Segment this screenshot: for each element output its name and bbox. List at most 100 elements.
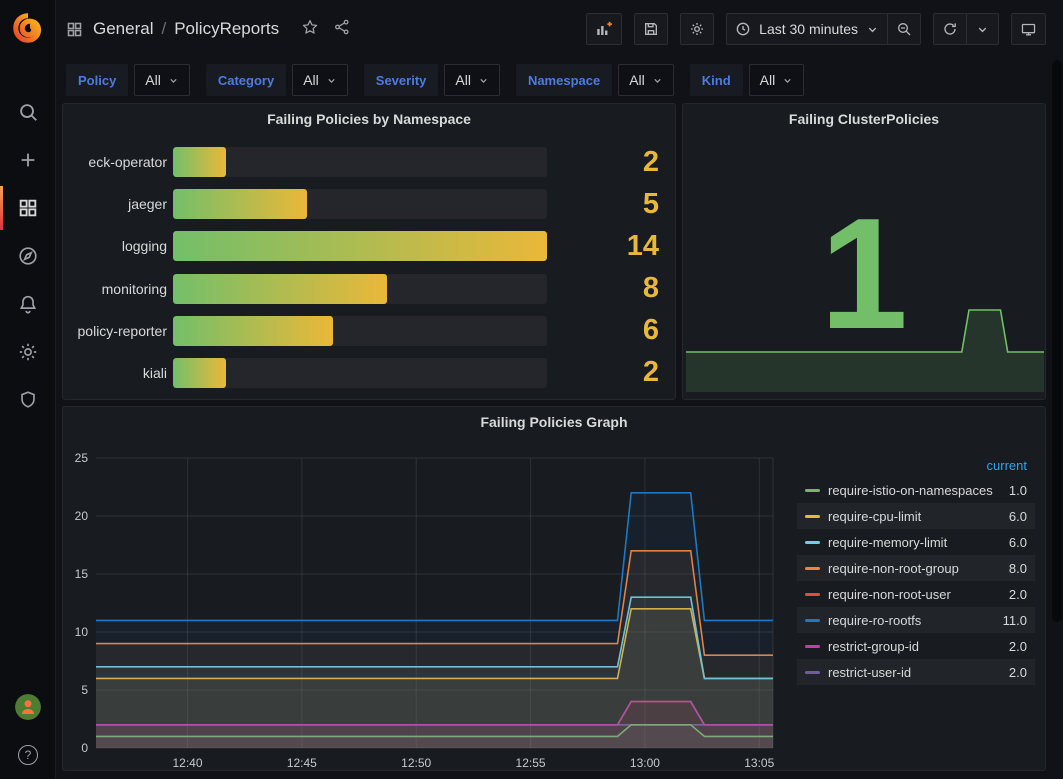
sidebar-item-create[interactable] [0, 136, 56, 184]
bar-row: logging 14 [63, 231, 663, 261]
filter-value-category[interactable]: All [292, 64, 348, 96]
panel-title[interactable]: Failing Policies by Namespace [63, 111, 675, 127]
legend-series-swatch [805, 671, 820, 674]
bar-label: kiali [63, 365, 167, 381]
legend-row[interactable]: restrict-user-id2.0 [797, 659, 1035, 685]
sidebar-item-configuration[interactable] [0, 328, 56, 376]
sidebar-item-profile[interactable] [0, 683, 56, 731]
filter-value-namespace[interactable]: All [618, 64, 674, 96]
filter-severity: SeverityAll [364, 64, 500, 96]
legend-row[interactable]: require-non-root-group8.0 [797, 555, 1035, 581]
dashboards-grid-icon [17, 197, 39, 219]
filter-label-severity[interactable]: Severity [364, 64, 439, 96]
sidebar-item-dashboards[interactable] [0, 184, 56, 232]
filter-policy: PolicyAll [66, 64, 190, 96]
legend-series-current-value: 1.0 [1009, 483, 1027, 498]
bar-value: 2 [547, 356, 663, 389]
add-panel-button[interactable] [586, 13, 622, 45]
svg-text:5: 5 [81, 683, 88, 697]
legend-row[interactable]: require-non-root-user2.0 [797, 581, 1035, 607]
bar-track [173, 147, 547, 177]
cycle-view-mode-button[interactable] [1011, 13, 1046, 45]
breadcrumb-folder[interactable]: General [93, 19, 153, 39]
legend-series-current-value: 8.0 [1009, 561, 1027, 576]
bar-fill [173, 189, 307, 219]
refresh-interval-dropdown[interactable] [967, 13, 999, 45]
panel-title[interactable]: Failing ClusterPolicies [683, 111, 1045, 127]
refresh-icon [942, 21, 958, 37]
filter-value-policy[interactable]: All [134, 64, 190, 96]
panel-failing-clusterpolicies: Failing ClusterPolicies 1 [682, 103, 1046, 400]
filter-value-severity[interactable]: All [444, 64, 500, 96]
bar-fill [173, 147, 226, 177]
legend-series-current-value: 6.0 [1009, 509, 1027, 524]
filter-namespace: NamespaceAll [516, 64, 674, 96]
search-icon [17, 101, 39, 123]
help-icon: ? [18, 745, 38, 765]
sidebar-item-search[interactable] [0, 88, 56, 136]
template-variables-row: PolicyAllCategoryAllSeverityAllNamespace… [66, 64, 804, 96]
svg-text:0: 0 [81, 741, 88, 755]
legend-series-current-value: 6.0 [1009, 535, 1027, 550]
panel-failing-policies-by-namespace: Failing Policies by Namespace eck-operat… [62, 103, 676, 400]
clock-icon [735, 21, 751, 37]
shield-icon [17, 389, 39, 411]
bar-label: logging [63, 238, 167, 254]
bar-value: 14 [547, 230, 663, 263]
legend-series-swatch [805, 567, 820, 570]
svg-text:12:45: 12:45 [287, 756, 317, 770]
breadcrumb: General / PolicyReports [66, 18, 351, 41]
svg-text:12:55: 12:55 [516, 756, 546, 770]
legend-series-current-value: 2.0 [1009, 665, 1027, 680]
filter-label-policy[interactable]: Policy [66, 64, 128, 96]
bar-label: jaeger [63, 196, 167, 212]
plus-icon [17, 149, 39, 171]
bar-track [173, 316, 547, 346]
chevron-down-icon [866, 23, 879, 36]
legend-row[interactable]: require-ro-rootfs11.0 [797, 607, 1035, 633]
filter-label-namespace[interactable]: Namespace [516, 64, 612, 96]
star-dashboard-icon[interactable] [301, 18, 319, 41]
filter-label-kind[interactable]: Kind [690, 64, 743, 96]
legend-series-current-value: 2.0 [1009, 639, 1027, 654]
legend-row[interactable]: restrict-group-id2.0 [797, 633, 1035, 659]
sidebar-item-server-admin[interactable] [0, 376, 56, 424]
bar-row: monitoring8 [63, 274, 663, 304]
legend-series-name: restrict-user-id [828, 665, 1009, 680]
breadcrumb-dashboard-title[interactable]: PolicyReports [174, 19, 279, 39]
sidebar-item-help[interactable]: ? [0, 731, 56, 779]
gear-icon [17, 341, 39, 363]
chevron-down-icon [976, 23, 989, 36]
bar-value: 5 [547, 188, 663, 221]
breadcrumb-separator: / [161, 19, 166, 39]
filter-label-category[interactable]: Category [206, 64, 286, 96]
legend-row[interactable]: require-cpu-limit6.0 [797, 503, 1035, 529]
legend-row[interactable]: require-memory-limit6.0 [797, 529, 1035, 555]
chevron-down-icon [652, 75, 663, 86]
legend-series-name: require-istio-on-namespaces [828, 483, 1009, 498]
filter-value-kind[interactable]: All [749, 64, 805, 96]
dashboard-settings-button[interactable] [680, 13, 714, 45]
sidebar-item-alerting[interactable] [0, 280, 56, 328]
legend-series-name: require-memory-limit [828, 535, 1009, 550]
bar-track [173, 231, 547, 261]
legend-row[interactable]: require-istio-on-namespaces1.0 [797, 477, 1035, 503]
legend-series-name: require-non-root-group [828, 561, 1009, 576]
legend-current-header[interactable]: current [797, 453, 1035, 477]
legend-series-swatch [805, 645, 820, 648]
monitor-icon [1020, 21, 1037, 38]
save-dashboard-button[interactable] [634, 13, 668, 45]
save-icon [643, 21, 659, 37]
legend-series-current-value: 2.0 [1009, 587, 1027, 602]
sidebar-item-explore[interactable] [0, 232, 56, 280]
zoom-out-time-button[interactable] [888, 13, 921, 45]
svg-text:13:00: 13:00 [630, 756, 660, 770]
grafana-logo[interactable] [8, 8, 48, 48]
compass-icon [17, 245, 39, 267]
page-scrollbar-thumb[interactable] [1052, 60, 1062, 622]
time-range-picker-button[interactable]: Last 30 minutes [726, 13, 888, 45]
bar-value: 6 [547, 314, 663, 347]
share-dashboard-icon[interactable] [333, 18, 351, 41]
refresh-button[interactable] [933, 13, 967, 45]
zoom-out-icon [896, 21, 912, 37]
